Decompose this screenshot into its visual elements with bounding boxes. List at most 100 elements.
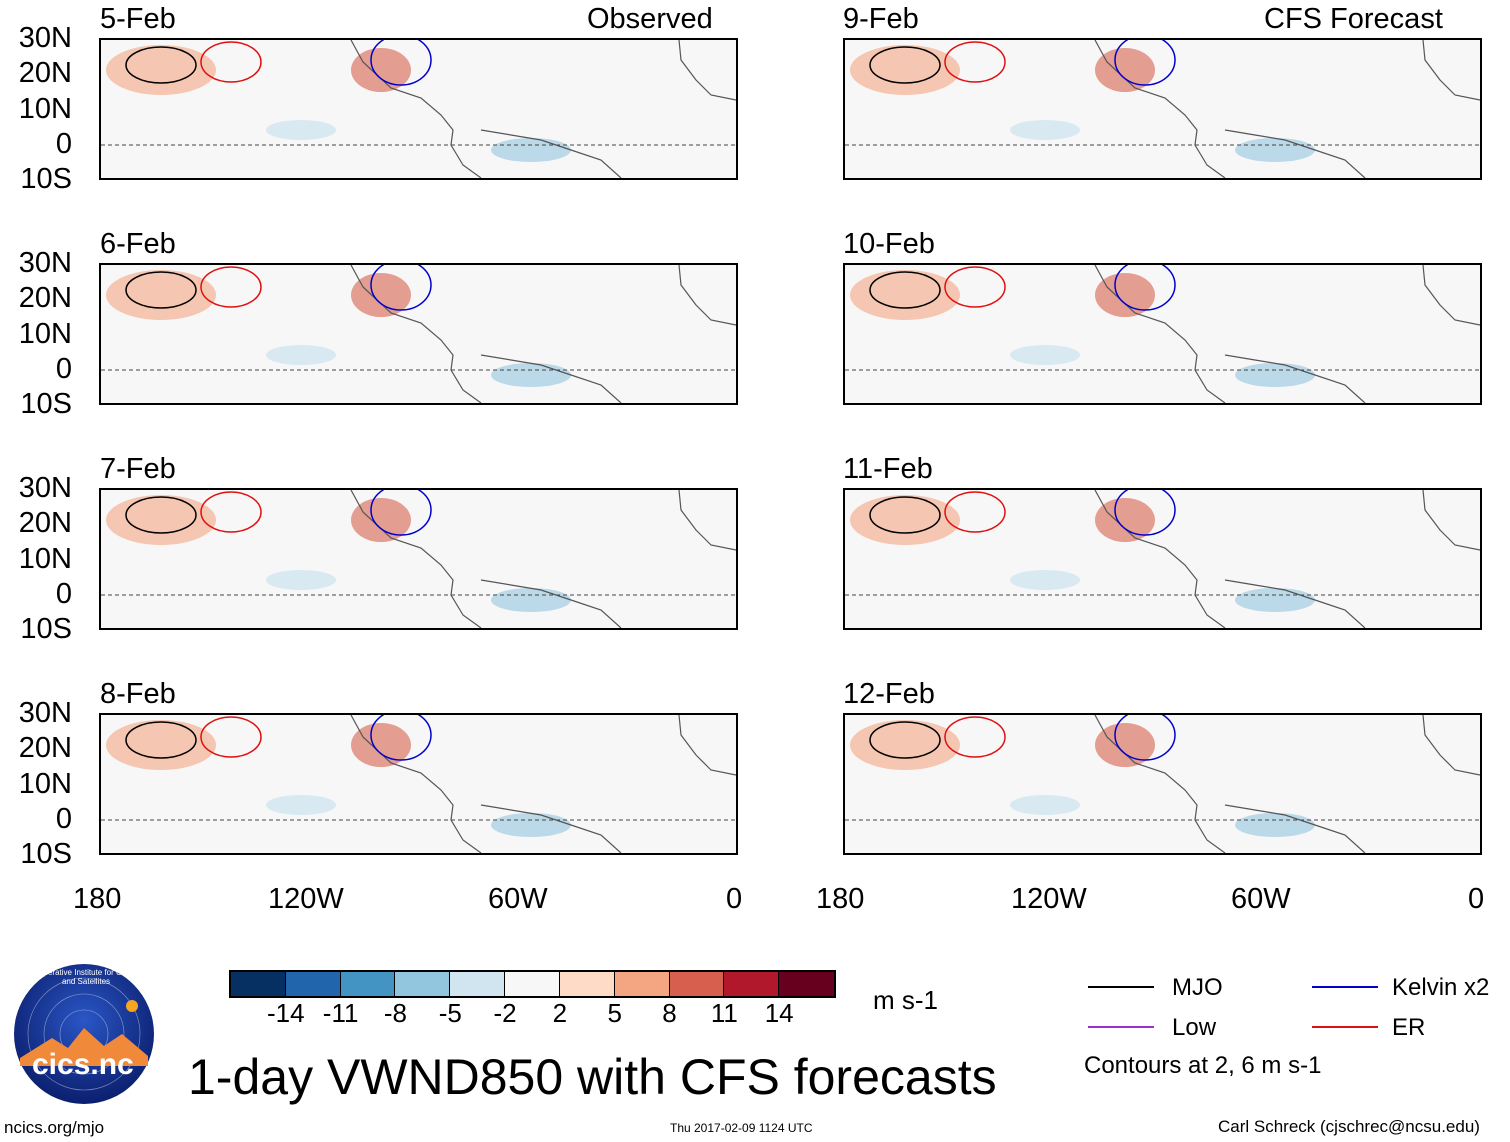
panel-date: 11-Feb: [843, 453, 933, 485]
legend-label-mjo: MJO: [1172, 974, 1223, 1001]
negative-anomaly: [1010, 120, 1080, 140]
positive-anomaly: [106, 720, 216, 770]
er-contour: [200, 491, 262, 533]
colorbar-cell: [285, 972, 341, 996]
lat-label: 10S: [20, 613, 72, 645]
lon-label-0: 0: [726, 883, 743, 915]
colorbar-tick-label: -14: [267, 998, 305, 1028]
coastline: [1094, 265, 1226, 403]
mjo-contour: [125, 271, 197, 309]
coastline: [1422, 490, 1480, 551]
lat-label: 10N: [18, 93, 72, 125]
colorbar-cell: [450, 972, 506, 996]
coastline: [678, 490, 736, 551]
colorbar-tick-label: -2: [493, 998, 517, 1028]
coastline: [480, 129, 622, 178]
negative-anomaly: [1235, 363, 1315, 387]
negative-anomaly: [266, 345, 336, 365]
mjo-contour: [869, 271, 941, 309]
legend-label-low: Low: [1172, 1014, 1217, 1041]
colorbar-cell: [724, 972, 780, 996]
coastline: [350, 490, 482, 628]
negative-anomaly: [491, 588, 571, 612]
legend-contour-note: Contours at 2, 6 m s-1: [1084, 1052, 1322, 1079]
map-area: [99, 713, 738, 855]
map-area: [843, 263, 1482, 405]
coastline: [1422, 715, 1480, 776]
negative-anomaly: [1235, 588, 1315, 612]
map-svg: [101, 715, 736, 853]
logo-ring-text: Cooperative Institute for Climate and Sa…: [28, 968, 144, 986]
colorbar-cell: [779, 972, 834, 996]
coastline: [1094, 715, 1226, 853]
mjo-contour: [125, 46, 197, 84]
positive-anomaly: [850, 720, 960, 770]
lat-label: 0: [55, 128, 72, 160]
colorbar-tick-label: -11: [322, 998, 359, 1028]
coastline: [1422, 40, 1480, 101]
coastline: [1094, 40, 1226, 178]
colorbar-cell: [231, 972, 286, 996]
er-contour: [944, 716, 1006, 758]
coastline: [678, 265, 736, 326]
map-svg: [845, 490, 1480, 628]
map-svg: [101, 40, 736, 178]
colorbar-units: m s-1: [873, 985, 938, 1015]
lat-label: 20N: [18, 282, 72, 314]
panel-source-label: CFS Forecast: [1264, 3, 1443, 35]
colorbar-cell: [559, 972, 615, 996]
map-area: [99, 263, 738, 405]
colorbar: [229, 970, 836, 998]
negative-anomaly: [1010, 795, 1080, 815]
colorbar-cell: [395, 972, 451, 996]
lat-label: 20N: [18, 507, 72, 539]
coastline: [350, 265, 482, 403]
panel-date: 7-Feb: [100, 453, 176, 485]
mjo-contour: [869, 46, 941, 84]
lat-label: 30N: [18, 697, 72, 729]
kelvin-contour: [1114, 265, 1176, 311]
legend-line-low: [1088, 1026, 1154, 1028]
lon-label-120w: 120W: [1011, 883, 1087, 915]
map-area: [843, 38, 1482, 180]
lat-label: 30N: [18, 472, 72, 504]
er-contour: [200, 41, 262, 83]
map-svg: [101, 265, 736, 403]
lat-label: 0: [55, 803, 72, 835]
coastline: [1224, 354, 1366, 403]
lon-label-120w: 120W: [268, 883, 344, 915]
positive-anomaly: [106, 495, 216, 545]
colorbar-tick-label: 14: [764, 998, 794, 1028]
cics-logo: cics.nc Cooperative Institute for Climat…: [12, 962, 156, 1106]
map-svg: [845, 715, 1480, 853]
negative-anomaly: [491, 138, 571, 162]
map-area: [843, 488, 1482, 630]
colorbar-tick-label: 11: [710, 998, 738, 1028]
coastline: [1224, 804, 1366, 853]
legend-line-mjo: [1088, 986, 1154, 988]
panel-date: 9-Feb: [843, 3, 919, 35]
lat-label: 0: [55, 578, 72, 610]
negative-anomaly: [266, 570, 336, 590]
legend-label-er: ER: [1392, 1014, 1426, 1041]
lat-label: 10S: [20, 838, 72, 870]
map-area: [843, 713, 1482, 855]
panel-date: 10-Feb: [843, 228, 935, 260]
footer-timestamp: Thu 2017-02-09 1124 UTC: [670, 1121, 813, 1135]
er-contour: [944, 41, 1006, 83]
positive-anomaly: [850, 270, 960, 320]
positive-anomaly: [106, 45, 216, 95]
coastline: [1224, 579, 1366, 628]
negative-anomaly: [266, 795, 336, 815]
map-svg: [101, 490, 736, 628]
negative-anomaly: [1010, 345, 1080, 365]
lat-label: 10N: [18, 543, 72, 575]
cics-logo-icon: [14, 964, 154, 1104]
coastline: [678, 40, 736, 101]
positive-anomaly: [850, 45, 960, 95]
kelvin-contour: [370, 715, 432, 761]
colorbar-tick-label: 5: [607, 998, 622, 1028]
kelvin-contour: [1114, 490, 1176, 536]
positive-anomaly: [850, 495, 960, 545]
panel-date: 5-Feb: [100, 3, 176, 35]
